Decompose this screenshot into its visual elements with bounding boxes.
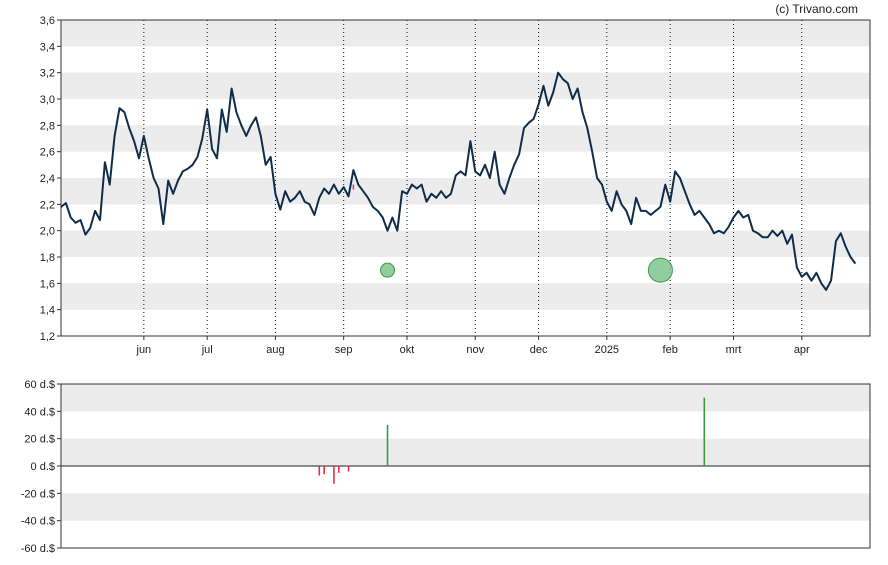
transaction-bubble — [380, 262, 396, 278]
y-tick-label: 0 d.$ — [31, 461, 55, 473]
price-frame — [60, 19, 871, 337]
transaction-panel: 60 d.$ 40 d.$ 20 d.$ 0 d.$ -20 d.$ -40 d.$ -60… — [21, 379, 871, 555]
y-tick-label: 1,4 — [40, 305, 55, 317]
price-band — [61, 283, 870, 310]
transaction-band — [61, 438, 870, 466]
x-tick-label: 2025 — [595, 344, 619, 356]
y-tick-label: 1,6 — [40, 278, 55, 290]
y-tick-label: 2,0 — [40, 226, 55, 238]
x-tick-label: jul — [201, 344, 213, 356]
y-tick-label: 2,6 — [40, 147, 55, 159]
transaction-band — [61, 493, 870, 521]
y-tick-label: -40 d.$ — [21, 516, 55, 528]
price-band — [61, 72, 870, 99]
x-tick-label: nov — [466, 344, 484, 356]
y-tick-label: 2,2 — [40, 199, 55, 211]
price-band — [61, 178, 870, 205]
price-line — [60, 71, 857, 291]
y-tick-label: 3,0 — [40, 94, 55, 106]
y-tick-label: 40 d.$ — [24, 406, 55, 418]
x-tick-label: jun — [136, 344, 152, 356]
y-tick-label: 3,4 — [40, 41, 55, 53]
transaction-band — [61, 384, 870, 412]
credit-text: (c) Trivano.com — [775, 2, 858, 16]
x-tick-label: apr — [794, 344, 810, 356]
y-tick-label: 2,4 — [40, 173, 55, 185]
x-tick-label: okt — [400, 344, 415, 356]
y-tick-label: 1,8 — [40, 252, 55, 264]
transaction-frame — [60, 383, 871, 549]
x-tick-label: mrt — [726, 344, 742, 356]
y-tick-label: -60 d.$ — [21, 543, 55, 555]
x-tick-label: aug — [266, 344, 284, 356]
x-tick-label: feb — [663, 344, 678, 356]
y-tick-label: 60 d.$ — [24, 379, 55, 391]
y-tick-label: 3,6 — [40, 15, 55, 27]
y-tick-label: 1,2 — [40, 331, 55, 343]
price-band — [61, 230, 870, 257]
y-tick-label: -20 d.$ — [21, 488, 55, 500]
transaction-bubble — [647, 257, 673, 283]
price-band — [61, 125, 870, 152]
price-band — [61, 20, 870, 47]
price-panel: 1,2 1,4 1,6 1,8 2,0 2,2 2,4 2,6 2,8 3,0 3,2 3,4 3,6 j… — [40, 15, 871, 356]
x-tick-label: dec — [530, 344, 548, 356]
x-tick-label: sep — [335, 344, 353, 356]
y-tick-label: 2,8 — [40, 120, 55, 132]
y-tick-label: 20 d.$ — [24, 434, 55, 446]
y-tick-label: 3,2 — [40, 68, 55, 80]
